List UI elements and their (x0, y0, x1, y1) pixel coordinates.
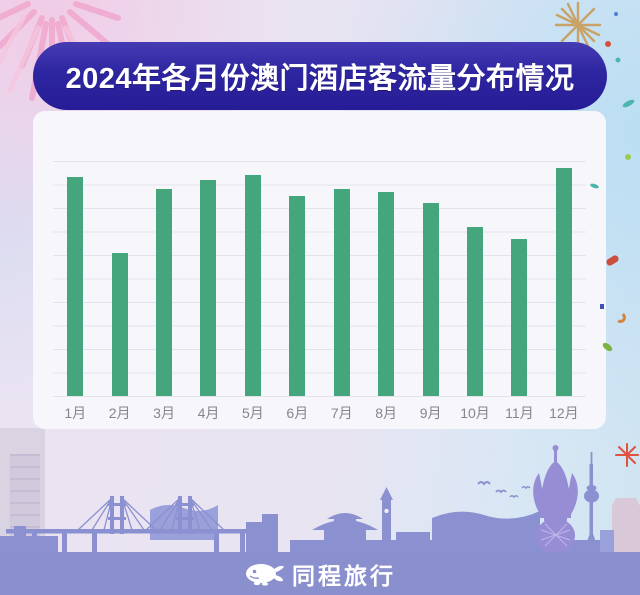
bar-column (364, 161, 408, 396)
bar (422, 203, 439, 396)
bar (378, 191, 395, 396)
x-axis-label: 8月 (375, 405, 398, 421)
bar-column (186, 161, 230, 396)
bar (511, 238, 528, 396)
footer-brand-bar: 同程旅行 (0, 552, 640, 595)
bar-column (408, 161, 452, 396)
tongcheng-whale-mascot-icon (246, 564, 284, 586)
bar-column (497, 161, 541, 396)
bar (200, 179, 217, 396)
bar-column (453, 161, 497, 396)
x-axis-label: 12月 (549, 405, 579, 421)
x-axis-label: 5月 (242, 405, 264, 421)
confetti-teal-leaf-icon (621, 98, 636, 109)
bar-column (320, 161, 364, 396)
chart-card: 1月 2月 3月 4月 5月 6月 7月 8月 9月 10月 11月 12月 (33, 111, 606, 429)
bar-column (275, 161, 319, 396)
bar-column (542, 161, 586, 396)
x-axis-label: 2月 (108, 405, 131, 421)
bar (289, 196, 306, 396)
bar-column (97, 161, 141, 396)
brand-name: 同程旅行 (292, 562, 396, 589)
confetti-orange-crescent-icon (614, 311, 627, 324)
bar (67, 177, 84, 396)
x-axis-label: 10月 (460, 405, 490, 421)
x-axis-label: 1月 (64, 405, 87, 421)
x-axis-labels: 1月 2月 3月 4月 5月 6月 7月 8月 9月 10月 11月 12月 (53, 403, 586, 423)
x-axis-label: 4月 (197, 405, 220, 421)
bar-column (231, 161, 275, 396)
x-axis-label: 3月 (153, 405, 175, 421)
macau-skyline-icon (0, 445, 640, 552)
plot-area (53, 161, 586, 397)
bar (111, 252, 128, 396)
bar (333, 189, 350, 396)
x-axis-label: 6月 (286, 405, 309, 421)
confetti-green-dot-icon (625, 154, 631, 160)
bar (555, 168, 572, 396)
bar (244, 175, 261, 396)
title-banner: 2024年各月份澳门酒店客流量分布情况 (33, 42, 607, 110)
x-axis-label: 7月 (330, 405, 353, 421)
bar-column (53, 161, 97, 396)
page-title: 2024年各月份澳门酒店客流量分布情况 (65, 63, 575, 95)
bars-row (53, 161, 586, 396)
bar-column (142, 161, 186, 396)
bar (156, 189, 173, 396)
x-axis-label: 9月 (419, 405, 442, 421)
confetti-red-bean-icon (605, 254, 620, 267)
x-axis-label: 11月 (505, 405, 534, 421)
bar (467, 226, 483, 396)
